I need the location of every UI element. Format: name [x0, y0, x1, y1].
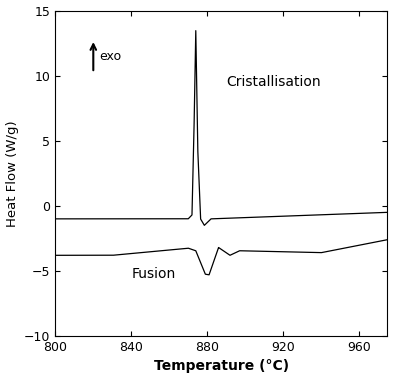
X-axis label: Temperature (°C): Temperature (°C) — [154, 359, 289, 373]
Y-axis label: Heat Flow (W/g): Heat Flow (W/g) — [6, 120, 18, 227]
Text: Cristallisation: Cristallisation — [226, 75, 321, 89]
Text: Fusion: Fusion — [131, 266, 176, 280]
Text: exo: exo — [99, 50, 121, 63]
